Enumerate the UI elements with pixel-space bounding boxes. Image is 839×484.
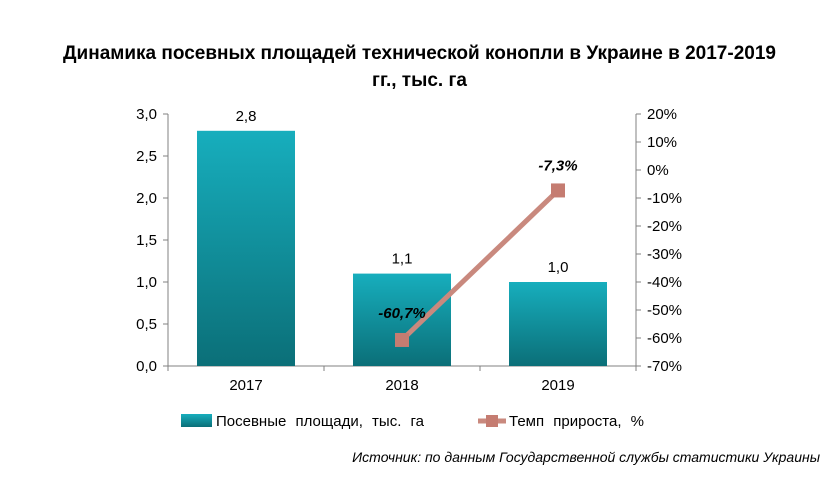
right-axis-tick-label: -40% (647, 274, 682, 291)
bar-data-label: 1,1 (392, 251, 413, 268)
chart-title: Динамика посевных площадей технической к… (0, 40, 839, 94)
growth-rate-marker (395, 332, 409, 347)
growth-rate-data-label: -7,3% (538, 157, 577, 174)
chart-title-line-1: Динамика посевных площадей технической к… (63, 43, 776, 64)
right-axis-tick-label: -20% (647, 218, 682, 235)
right-axis-tick-label: -70% (647, 358, 682, 375)
legend-line-marker (486, 415, 498, 427)
source-note: Источник: по данным Государственной служ… (352, 449, 820, 465)
bar-data-label: 1,0 (548, 259, 569, 276)
right-axis-tick-label: -60% (647, 330, 682, 347)
left-axis-tick-label: 3,0 (136, 106, 157, 123)
right-axis-tick-label: 10% (647, 134, 677, 151)
growth-rate-line (400, 188, 560, 342)
bar (197, 130, 295, 366)
legend-line-label: Темп прироста, % (509, 413, 644, 430)
left-axis-tick-label: 1,5 (136, 232, 157, 249)
x-axis-tick-label: 2019 (541, 377, 574, 394)
right-axis-tick-label: 20% (647, 106, 677, 123)
right-axis-tick-label: -30% (647, 246, 682, 263)
bar (353, 273, 451, 366)
bar-data-label: 2,8 (236, 108, 257, 125)
left-axis-tick-label: 0,0 (136, 358, 157, 375)
growth-rate-data-label: -60,7% (378, 305, 426, 322)
left-axis-tick-label: 2,5 (136, 148, 157, 165)
legend-bar-swatch (181, 414, 212, 427)
right-axis-tick-label: -10% (647, 190, 682, 207)
left-axis-tick-label: 0,5 (136, 316, 157, 333)
bar (509, 282, 607, 366)
left-axis-tick-label: 2,0 (136, 190, 157, 207)
left-axis-tick-label: 1,0 (136, 274, 157, 291)
right-axis-tick-label: -50% (647, 302, 682, 319)
legend-bar-label: Посевные площади, тыс. га (216, 413, 425, 430)
chart-title-line-2: гг., тыс. га (372, 70, 467, 91)
right-axis-tick-label: 0% (647, 162, 669, 179)
x-axis-tick-label: 2018 (385, 377, 418, 394)
x-axis-tick-label: 2017 (229, 377, 262, 394)
growth-rate-marker (551, 183, 565, 198)
